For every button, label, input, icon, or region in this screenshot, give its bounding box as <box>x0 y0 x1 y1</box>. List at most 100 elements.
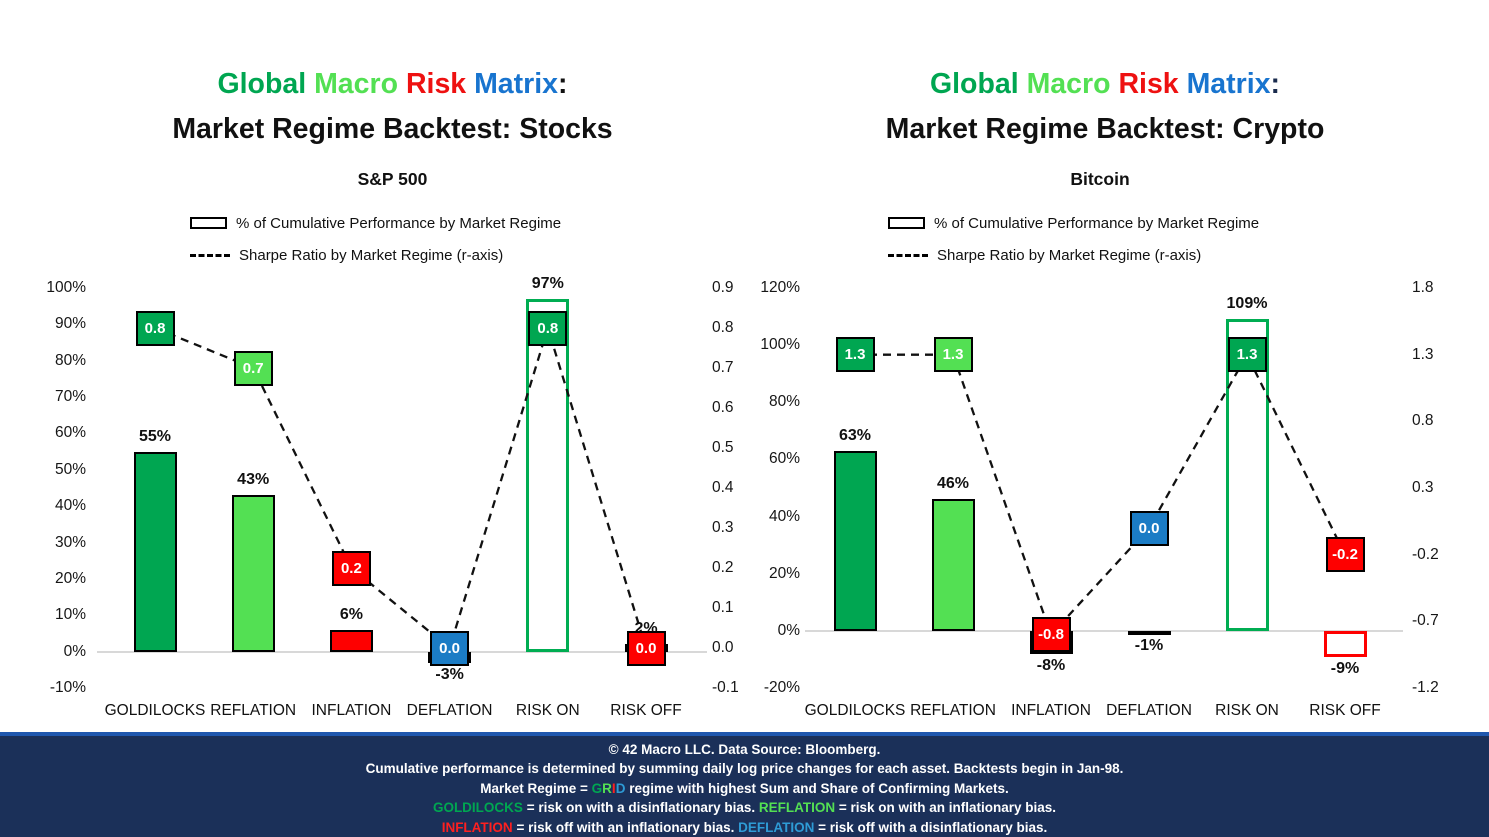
sharpe-marker-deflation: 0.0 <box>1129 510 1169 546</box>
left-axis-tick-label: 0% <box>777 621 800 639</box>
category-label: GOLDILOCKS <box>804 702 906 719</box>
bar-value-label: -3% <box>435 665 464 683</box>
footer-text-segment: Market Regime = <box>480 780 592 796</box>
bar-reflation <box>231 495 275 652</box>
footer-text-segment: GOLDILOCKS <box>432 800 523 816</box>
right-axis-tick-label: 0.5 <box>712 439 734 456</box>
right-axis-tick-label: 0.4 <box>712 479 734 496</box>
crypto-chart-subtitle: Bitcoin <box>1070 169 1130 189</box>
dashed-line-legend-swatch-icon <box>888 253 928 257</box>
bar-goldilocks <box>833 450 877 631</box>
footer-text-segment: REFLATION <box>758 800 836 816</box>
sharpe-marker-risk-on: 0.8 <box>528 310 568 346</box>
right-axis-tick-label: 0.3 <box>1412 479 1434 496</box>
left-axis-tick-label: 80% <box>768 393 800 411</box>
footer-band: © 42 Macro LLC. Data Source: Bloomberg. C… <box>0 732 1489 837</box>
stocks-chart-subtitle: S&P 500 <box>357 169 428 189</box>
left-axis-tick-label: 70% <box>54 388 86 406</box>
bar-legend-swatch-icon <box>190 217 227 229</box>
title-word: Macro <box>1026 68 1119 100</box>
right-axis-tick-label: 0.2 <box>712 559 734 576</box>
title-word: Macro <box>314 68 406 100</box>
right-axis-tick-label: -0.7 <box>1412 612 1439 630</box>
sharpe-marker-goldilocks: 0.8 <box>135 310 175 346</box>
right-axis-tick-label: 0.1 <box>712 599 734 616</box>
crypto-chart-title: Global Macro Risk Matrix: Market Regime … <box>755 62 1455 152</box>
footer-text-segment: © 42 Macro LLC. Data Source: Bloomberg. <box>608 742 881 757</box>
left-axis-tick-label: 100% <box>760 336 800 354</box>
title-word: : <box>1270 68 1281 100</box>
category-label: DEFLATION <box>1106 702 1192 719</box>
left-axis-tick-label: 100% <box>46 279 86 296</box>
right-axis-tick-label: 0.6 <box>712 399 734 416</box>
title-word: Global <box>217 68 315 100</box>
legend-label: Sharpe Ratio by Market Regime (r-axis) <box>239 246 504 264</box>
category-label: RISK ON <box>515 702 580 719</box>
category-label: RISK ON <box>1215 702 1279 719</box>
sharpe-marker-inflation: 0.2 <box>331 550 371 586</box>
left-axis-tick-label: 40% <box>54 497 86 515</box>
bar-value-label: 43% <box>237 471 270 489</box>
right-axis-tick-label: 0.7 <box>712 359 734 376</box>
legend-item-sharpe: Sharpe Ratio by Market Regime (r-axis) <box>888 243 1259 267</box>
bar-goldilocks <box>133 451 177 652</box>
bar-value-label: -9% <box>1330 659 1360 677</box>
crypto-title-line1: Global Macro Risk Matrix: <box>755 62 1455 107</box>
zero-baseline <box>97 650 707 653</box>
footer-text-segment: I <box>611 780 616 796</box>
footer-text-segment: regime with highest Sum and Share of Con… <box>625 780 1009 796</box>
legend-item-performance: % of Cumulative Performance by Market Re… <box>190 211 561 235</box>
footer-line: Cumulative performance is determined by … <box>0 759 1489 778</box>
sharpe-marker-reflation: 0.7 <box>233 350 273 386</box>
left-axis-tick-label: 0% <box>63 642 86 660</box>
legend-label: Sharpe Ratio by Market Regime (r-axis) <box>937 246 1202 264</box>
sharpe-marker-risk-off: -0.2 <box>1325 537 1365 573</box>
category-label: GOLDILOCKS <box>104 702 206 719</box>
sharpe-marker-deflation: 0.0 <box>430 630 470 666</box>
sharpe-marker-reflation: 1.3 <box>933 337 973 373</box>
footer-text-segment: = risk on with a disinflationary bias. <box>522 800 759 816</box>
left-axis-tick-label: 40% <box>768 507 800 525</box>
footer-text-segment: DEFLATION <box>738 819 815 835</box>
left-axis-tick-label: 20% <box>768 564 800 582</box>
left-axis-tick-label: 60% <box>768 450 800 468</box>
sharpe-marker-risk-off: 0.0 <box>626 630 666 666</box>
bar-deflation <box>1127 630 1171 635</box>
right-axis-tick-label: 1.8 <box>1412 279 1434 296</box>
footer-text-segment: = risk on with an inflationary bias. <box>835 800 1057 816</box>
left-axis-tick-label: 60% <box>54 424 86 442</box>
right-axis-tick-label: 1.3 <box>1412 345 1434 363</box>
right-axis-tick-label: 0.3 <box>712 519 734 536</box>
legend-label: % of Cumulative Performance by Market Re… <box>236 214 562 232</box>
sharpe-marker-risk-on: 1.3 <box>1227 337 1267 373</box>
title-word: Global <box>929 68 1027 100</box>
right-axis-tick-label: 0.8 <box>712 319 734 336</box>
category-label: REFLATION <box>210 702 297 719</box>
right-axis-tick-label: -1.2 <box>1412 679 1439 696</box>
footer-text-segment: G <box>591 780 603 796</box>
category-label: INFLATION <box>1011 702 1091 719</box>
title-word: : <box>558 68 568 100</box>
category-label: DEFLATION <box>406 702 493 719</box>
crypto-title-line2: Market Regime Backtest: Crypto <box>885 113 1325 145</box>
footer-text-segment: = risk off with a disinflationary bias. <box>814 819 1048 835</box>
left-axis-tick-label: 30% <box>54 533 86 551</box>
right-axis-tick-label: 0.0 <box>712 639 734 656</box>
stocks-chart-title: Global Macro Risk Matrix: Market Regime … <box>20 62 765 152</box>
footer-line: Market Regime = GRID regime with highest… <box>0 779 1489 798</box>
left-axis-tick-label: 10% <box>54 606 86 624</box>
legend-item-sharpe: Sharpe Ratio by Market Regime (r-axis) <box>190 243 561 267</box>
title-word: Matrix <box>1186 68 1271 100</box>
bar-risk-on <box>526 298 570 652</box>
category-label: RISK OFF <box>1309 702 1381 719</box>
footer-text-segment: = risk off with an inflationary bias. <box>512 819 739 835</box>
bar-value-label: 109% <box>1226 295 1268 313</box>
bar-value-label: -1% <box>1134 636 1164 654</box>
sharpe-marker-inflation: -0.8 <box>1031 617 1071 653</box>
bar-value-label: 55% <box>138 427 172 445</box>
crypto-legend: % of Cumulative Performance by Market Re… <box>888 211 1259 275</box>
bar-value-label: 46% <box>936 475 970 493</box>
